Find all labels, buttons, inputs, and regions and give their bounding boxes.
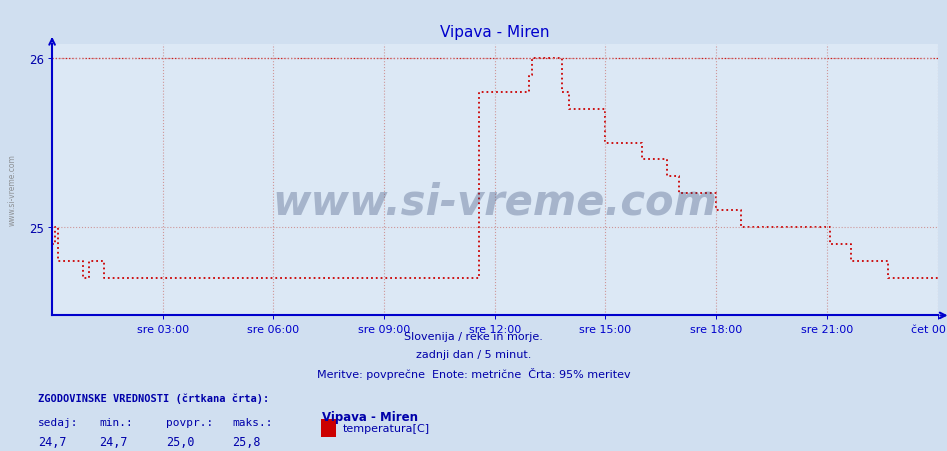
Text: www.si-vreme.com: www.si-vreme.com xyxy=(273,181,717,223)
Text: Slovenija / reke in morje.: Slovenija / reke in morje. xyxy=(404,331,543,341)
Title: Vipava - Miren: Vipava - Miren xyxy=(440,25,549,40)
Text: maks.:: maks.: xyxy=(232,417,273,427)
Text: ZGODOVINSKE VREDNOSTI (črtkana črta):: ZGODOVINSKE VREDNOSTI (črtkana črta): xyxy=(38,392,269,403)
Text: min.:: min.: xyxy=(99,417,134,427)
Text: temperatura[C]: temperatura[C] xyxy=(343,423,430,433)
Text: 24,7: 24,7 xyxy=(38,435,66,448)
Text: 24,7: 24,7 xyxy=(99,435,128,448)
Text: 25,8: 25,8 xyxy=(232,435,260,448)
Text: Vipava - Miren: Vipava - Miren xyxy=(322,410,418,423)
Text: www.si-vreme.com: www.si-vreme.com xyxy=(8,153,17,226)
Text: 25,0: 25,0 xyxy=(166,435,194,448)
Text: povpr.:: povpr.: xyxy=(166,417,213,427)
Text: sedaj:: sedaj: xyxy=(38,417,79,427)
Text: zadnji dan / 5 minut.: zadnji dan / 5 minut. xyxy=(416,350,531,359)
Text: Meritve: povprečne  Enote: metrične  Črta: 95% meritev: Meritve: povprečne Enote: metrične Črta:… xyxy=(316,368,631,380)
